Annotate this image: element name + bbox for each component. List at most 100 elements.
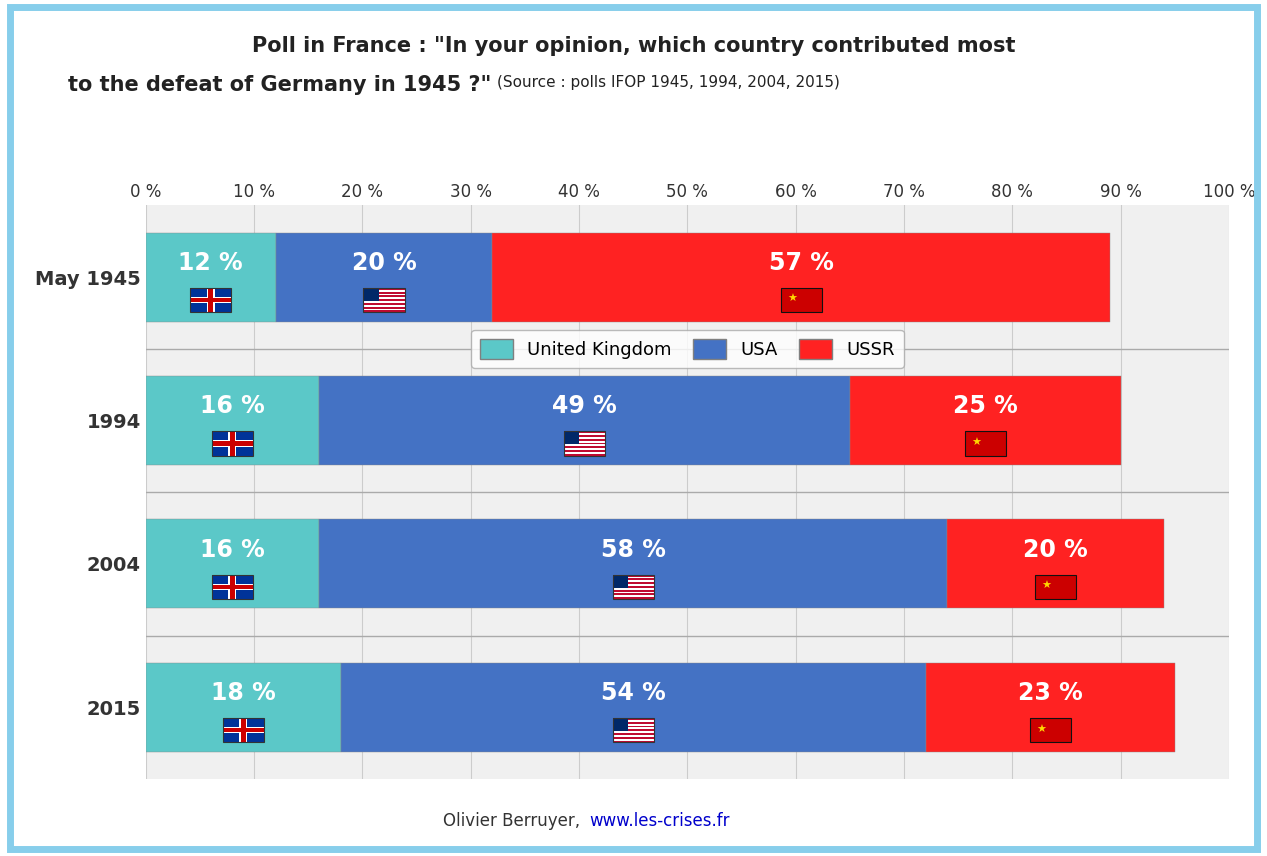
Bar xyxy=(212,585,253,589)
Bar xyxy=(613,574,628,588)
Text: 23 %: 23 % xyxy=(1017,681,1082,705)
Bar xyxy=(564,437,606,439)
Bar xyxy=(364,308,404,311)
Bar xyxy=(229,574,236,599)
Bar xyxy=(613,718,628,731)
Bar xyxy=(564,431,606,455)
Bar xyxy=(212,584,253,590)
Text: 18 %: 18 % xyxy=(210,681,276,705)
Bar xyxy=(212,574,253,599)
Bar xyxy=(212,431,253,455)
Bar xyxy=(223,718,264,742)
Bar xyxy=(223,727,264,734)
Text: 54 %: 54 % xyxy=(601,681,665,705)
Bar xyxy=(964,431,1006,455)
Bar xyxy=(223,728,264,733)
Bar xyxy=(1035,574,1076,599)
Text: 25 %: 25 % xyxy=(953,394,1017,419)
Bar xyxy=(564,441,606,443)
Text: to the defeat of Germany in 1945 ?": to the defeat of Germany in 1945 ?" xyxy=(68,75,492,95)
Bar xyxy=(364,288,404,312)
Text: 20 %: 20 % xyxy=(1024,538,1088,562)
Bar xyxy=(239,718,247,742)
Bar xyxy=(364,288,404,312)
Bar xyxy=(850,376,1121,465)
Bar xyxy=(146,376,319,465)
Bar xyxy=(613,735,654,737)
Bar xyxy=(212,431,253,455)
Bar xyxy=(212,441,253,446)
Bar xyxy=(964,431,1006,455)
Bar xyxy=(564,452,606,454)
Bar xyxy=(613,584,654,586)
Bar xyxy=(564,449,606,450)
Bar xyxy=(613,728,654,729)
Bar xyxy=(190,297,232,303)
Bar xyxy=(493,233,1110,322)
Bar xyxy=(207,288,215,312)
Bar xyxy=(208,288,213,312)
Bar xyxy=(212,574,253,599)
Text: (Source : polls IFOP 1945, 1994, 2004, 2015): (Source : polls IFOP 1945, 1994, 2004, 2… xyxy=(497,75,840,91)
Bar xyxy=(1030,718,1071,742)
Bar xyxy=(613,574,654,599)
Bar xyxy=(319,376,850,465)
Bar xyxy=(780,288,822,312)
Bar xyxy=(364,305,404,306)
Bar xyxy=(564,444,606,446)
Text: 16 %: 16 % xyxy=(200,394,265,419)
Text: ★: ★ xyxy=(1036,724,1047,734)
Bar xyxy=(613,731,654,733)
Bar xyxy=(1030,718,1071,742)
Text: 16 %: 16 % xyxy=(200,538,265,562)
Bar xyxy=(564,431,606,455)
Text: Poll in France : "In your opinion, which country contributed most: Poll in France : "In your opinion, which… xyxy=(252,36,1015,56)
Bar xyxy=(319,520,948,609)
Bar xyxy=(564,433,606,435)
Text: www.les-crises.fr: www.les-crises.fr xyxy=(589,812,730,830)
Bar xyxy=(613,718,654,742)
Bar xyxy=(190,298,232,302)
Bar xyxy=(190,288,232,312)
Text: 49 %: 49 % xyxy=(552,394,617,419)
Bar xyxy=(613,720,654,722)
Text: 57 %: 57 % xyxy=(769,251,834,275)
Bar xyxy=(613,588,654,590)
Bar xyxy=(613,595,654,597)
Text: Olivier Berruyer,: Olivier Berruyer, xyxy=(443,812,585,830)
Bar xyxy=(223,718,264,742)
Text: ★: ★ xyxy=(1041,581,1052,591)
Bar xyxy=(613,591,654,593)
Bar xyxy=(564,431,579,444)
Bar xyxy=(364,297,404,299)
Text: 58 %: 58 % xyxy=(601,538,665,562)
Bar xyxy=(146,233,276,322)
Bar xyxy=(780,288,822,312)
Bar xyxy=(241,718,246,742)
Bar xyxy=(613,739,654,740)
Bar xyxy=(212,440,253,447)
Bar xyxy=(146,663,341,752)
Bar xyxy=(146,520,319,609)
Text: 12 %: 12 % xyxy=(179,251,243,275)
Bar xyxy=(364,294,404,295)
Bar xyxy=(613,577,654,579)
Bar xyxy=(613,574,654,599)
Bar xyxy=(926,663,1175,752)
Bar xyxy=(229,431,236,455)
Bar xyxy=(364,288,379,301)
Bar xyxy=(613,723,654,726)
Bar xyxy=(613,718,654,742)
Bar xyxy=(228,431,237,455)
Bar xyxy=(190,288,232,312)
Text: ★: ★ xyxy=(787,294,797,305)
Bar xyxy=(1035,574,1076,599)
Text: 20 %: 20 % xyxy=(352,251,417,275)
Bar xyxy=(276,233,493,322)
Legend: United Kingdom, USA, USSR: United Kingdom, USA, USSR xyxy=(471,330,903,368)
Bar xyxy=(228,574,237,599)
Bar xyxy=(613,580,654,582)
Text: ★: ★ xyxy=(972,437,981,448)
Bar xyxy=(341,663,926,752)
Bar xyxy=(364,301,404,303)
